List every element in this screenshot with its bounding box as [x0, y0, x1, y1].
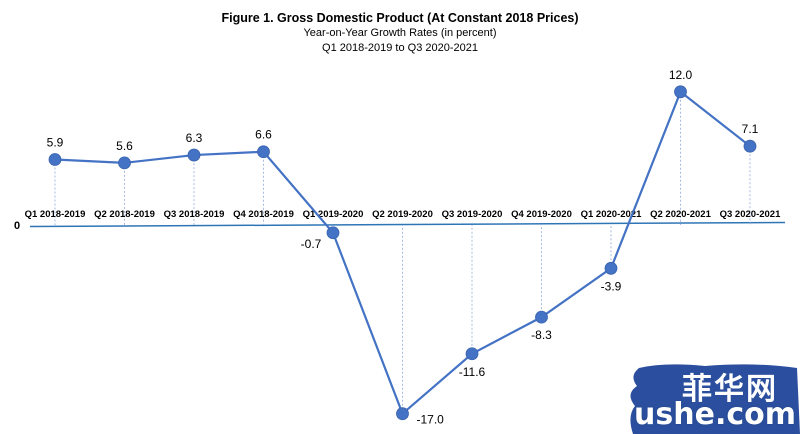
data-point — [396, 407, 409, 421]
data-label: 6.3 — [186, 131, 203, 145]
data-point — [118, 156, 131, 170]
data-label: -17.0 — [417, 413, 445, 427]
category-tick-label: Q2 2020-2021 — [650, 209, 711, 220]
data-label: 5.6 — [116, 139, 133, 153]
data-label: 7.1 — [742, 122, 759, 136]
chart-title: Figure 1. Gross Domestic Product (At Con… — [221, 11, 579, 25]
watermark-brush-shape — [630, 364, 800, 434]
data-label: 12.0 — [669, 68, 693, 82]
watermark: 菲华网 ushe.com — [625, 360, 800, 434]
data-point — [743, 139, 757, 153]
chart-subtitle: Year-on-Year Growth Rates (in percent) — [303, 27, 497, 39]
category-tick-label: Q4 2018-2019 — [233, 209, 294, 220]
category-tick-label: Q3 2020-2021 — [720, 209, 781, 220]
category-tick-label: Q1 2018-2019 — [25, 209, 86, 220]
chart-titles: Figure 1. Gross Domestic Product (At Con… — [0, 10, 800, 56]
chart-subtitle-period: Q1 2018-2019 to Q3 2020-2021 — [322, 42, 478, 54]
data-point — [187, 148, 201, 162]
data-label: -11.6 — [459, 365, 486, 379]
data-point — [257, 145, 270, 159]
data-label: -8.3 — [531, 328, 552, 342]
watermark-url-text: ushe.com — [634, 397, 796, 432]
zero-axis-line — [29, 221, 786, 228]
category-tick-label: Q3 2018-2019 — [164, 209, 225, 220]
category-tick-label: Q4 2019-2020 — [511, 209, 572, 220]
data-point — [604, 261, 618, 275]
category-tick-label: Q1 2019-2020 — [303, 209, 364, 220]
data-label: 6.6 — [255, 128, 272, 142]
watermark-chinese-text: 菲华网 — [682, 372, 778, 407]
data-point — [535, 310, 548, 324]
zero-axis-label: 0 — [14, 220, 20, 232]
data-point — [465, 347, 479, 361]
data-point — [48, 153, 62, 166]
data-label: -0.7 — [301, 237, 322, 251]
category-tick-label: Q3 2019-2020 — [442, 209, 503, 220]
data-label: -3.9 — [601, 279, 622, 293]
data-label: 5.9 — [47, 136, 64, 150]
data-point — [326, 226, 340, 240]
category-tick-label: Q2 2018-2019 — [94, 209, 155, 220]
data-point — [674, 85, 687, 99]
category-tick-label: Q2 2019-2020 — [372, 209, 433, 220]
category-tick-label: Q1 2020-2021 — [581, 209, 642, 220]
